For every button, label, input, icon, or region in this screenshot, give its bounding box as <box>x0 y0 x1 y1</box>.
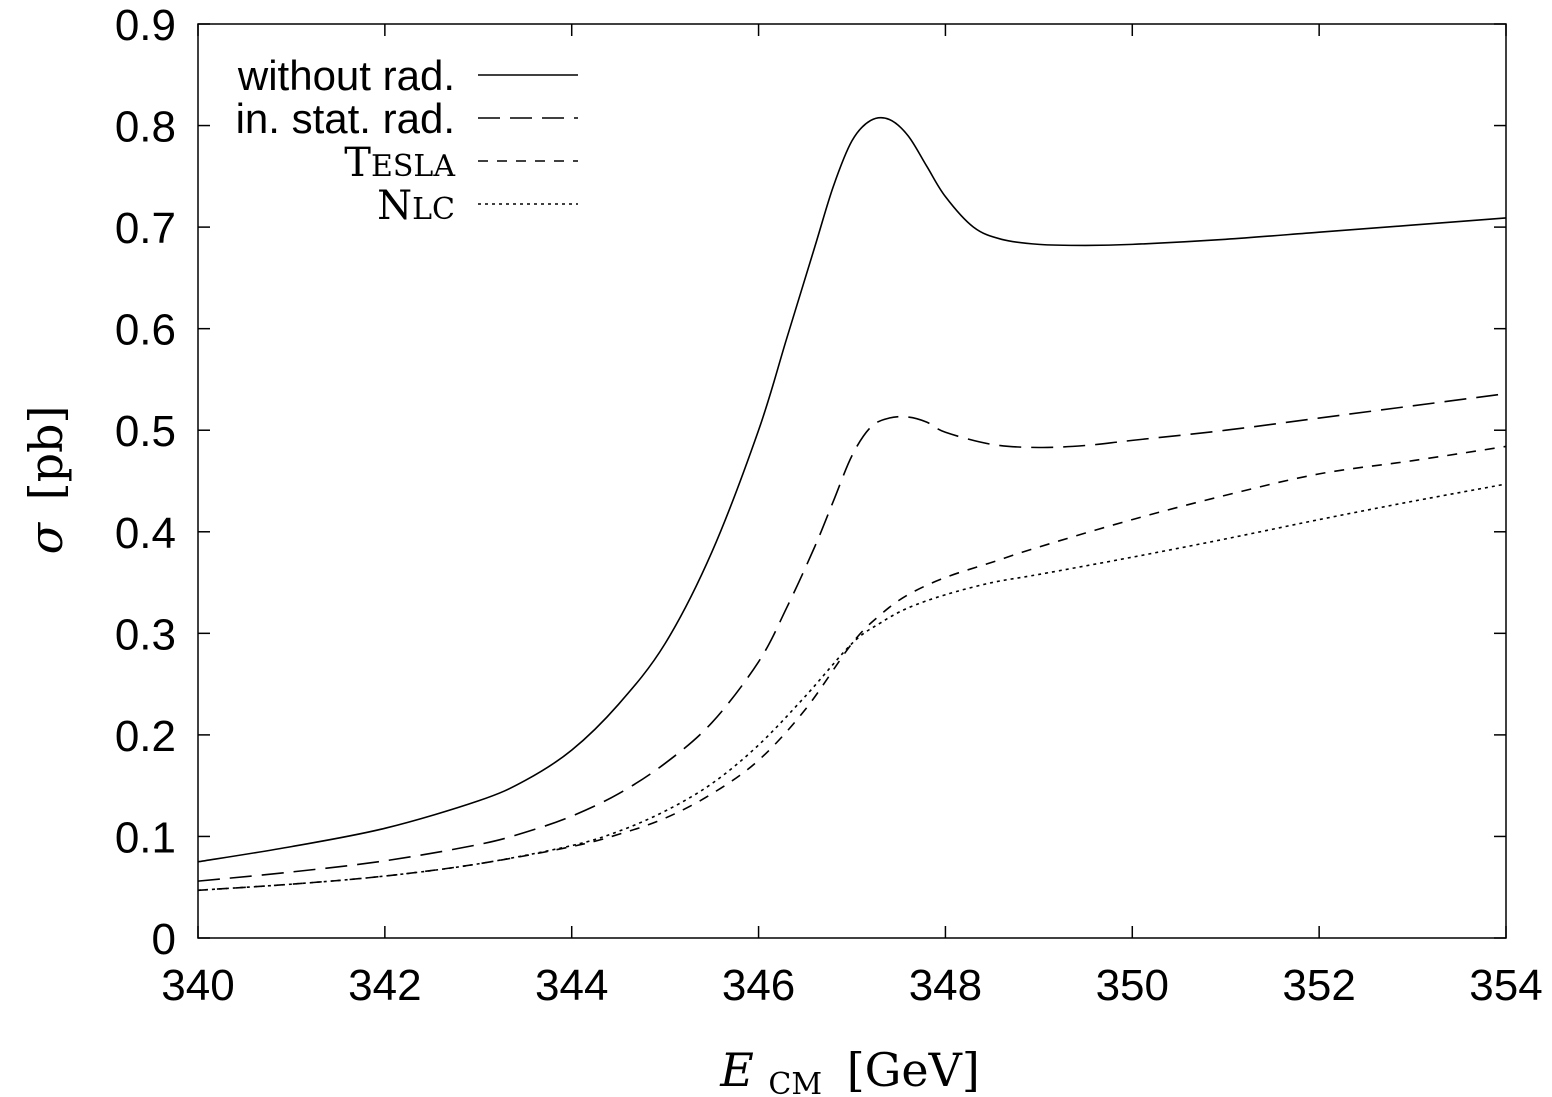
y-axis-title: σ [pb] <box>19 406 73 555</box>
x-axis-subscript: CM <box>768 1067 822 1097</box>
x-tick-label: 352 <box>1282 961 1355 1010</box>
series-line-nlc <box>197 483 1507 892</box>
y-axis-unit: [pb] <box>19 406 73 501</box>
y-tick-label: 0.4 <box>115 509 176 558</box>
x-tick-label: 348 <box>909 961 982 1010</box>
plot-frame <box>197 23 1507 939</box>
y-axis-symbol: σ <box>19 521 73 554</box>
y-tick-label: 0 <box>152 915 176 964</box>
y-tick-label: 0.8 <box>115 103 176 152</box>
x-axis-title: E CM [GeV] <box>719 1043 980 1097</box>
series-layer <box>197 116 1507 892</box>
x-tick-label: 346 <box>722 961 795 1010</box>
legend-label-nlc: NLC <box>377 183 455 229</box>
y-tick-label: 0.9 <box>115 1 176 50</box>
x-axis-unit: [GeV] <box>847 1043 980 1097</box>
y-tick-label: 0.7 <box>115 204 176 253</box>
x-tick-label: 354 <box>1469 961 1542 1010</box>
plot-border <box>197 23 1507 939</box>
x-tick-label: 344 <box>535 961 608 1010</box>
legend-label-in-stat-rad: in. stat. rad. <box>236 95 455 142</box>
ticks-layer: 340 342 344 346 348 350 352 354 0 0.1 0.2 0.3 0.4 0.5… <box>115 1 1543 1010</box>
series-line-in-stat-rad <box>197 392 1507 882</box>
y-tick-label: 0.5 <box>115 407 176 456</box>
legend-label-tesla: TESLA <box>344 140 455 186</box>
x-tick-label: 342 <box>348 961 421 1010</box>
x-tick-label: 340 <box>161 961 234 1010</box>
y-tick-label: 0.1 <box>115 813 176 862</box>
y-tick-label: 0.3 <box>115 610 176 659</box>
x-tick-label: 350 <box>1096 961 1169 1010</box>
legend-label-without-rad: without rad. <box>237 52 455 99</box>
series-line-without-rad <box>197 116 1507 863</box>
series-line-tesla <box>197 445 1507 892</box>
y-tick-label: 0.2 <box>115 712 176 761</box>
y-tick-label: 0.6 <box>115 306 176 355</box>
x-axis-symbol: E <box>719 1043 754 1097</box>
